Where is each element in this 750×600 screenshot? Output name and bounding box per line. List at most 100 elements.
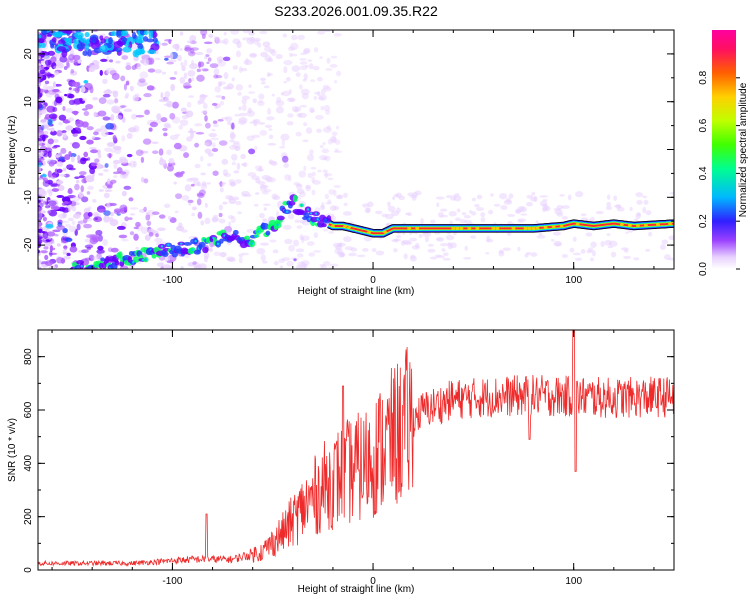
spectrogram-cell xyxy=(459,218,467,224)
spectrogram-cell xyxy=(283,162,289,169)
spectrogram-cell xyxy=(84,43,90,51)
spectrogram-y-tick-label: 0 xyxy=(23,146,34,152)
spectrogram-cell xyxy=(148,30,154,36)
spectrogram-cell xyxy=(180,265,184,269)
spectrogram-cell xyxy=(375,250,385,256)
spectrogram-cell xyxy=(213,74,219,79)
spectrogram-cell xyxy=(219,187,224,193)
spectrogram-cell xyxy=(442,257,451,261)
ridge-hotspot xyxy=(495,227,500,230)
spectrogram-cell xyxy=(313,47,319,53)
spectrogram-cell xyxy=(288,89,293,94)
spectrogram-cell xyxy=(440,208,448,212)
spectrogram-cell xyxy=(186,40,193,44)
spectrogram-cell xyxy=(38,214,43,222)
spectrogram-cell xyxy=(68,225,77,233)
spectrogram-cell xyxy=(228,198,237,205)
spectrogram-cell xyxy=(78,175,85,179)
spectrogram-cell xyxy=(325,201,332,205)
spectrogram-cell xyxy=(204,148,212,154)
ridge-cell xyxy=(288,200,296,206)
spectrogram-cell xyxy=(313,250,322,253)
spectrogram-cell xyxy=(47,72,51,79)
spectrogram-cell xyxy=(163,132,168,137)
spectrogram-cell xyxy=(300,88,310,96)
spectrogram-cell xyxy=(123,185,132,190)
ridge-core xyxy=(191,248,194,252)
spectrogram-cell xyxy=(659,244,667,251)
spectrogram-cell xyxy=(395,234,402,239)
spectrogram-cell xyxy=(135,48,143,56)
spectrogram-cell xyxy=(334,148,339,153)
spectrogram-cell xyxy=(58,213,67,219)
spectrogram-cell xyxy=(219,100,225,106)
spectrogram-cell xyxy=(221,158,229,165)
spectrogram-cell xyxy=(471,197,477,202)
spectrogram-cell xyxy=(585,232,593,237)
spectrogram-cell xyxy=(218,212,223,218)
spectrogram-cell xyxy=(254,145,258,151)
spectrogram-cell xyxy=(47,200,57,206)
spectrogram-cell xyxy=(332,136,337,144)
spectrogram-cell xyxy=(65,38,72,46)
spectrogram-cell xyxy=(226,256,235,262)
spectrogram-cell xyxy=(50,44,55,49)
spectrogram-y-tick-label: 20 xyxy=(23,48,34,60)
spectrogram-cell xyxy=(320,105,324,111)
spectrogram-cell xyxy=(266,72,271,78)
spectrogram-cell xyxy=(175,193,183,200)
spectrogram-cell xyxy=(212,120,218,124)
spectrogram-cell xyxy=(78,249,87,254)
spectrogram-cell xyxy=(53,71,59,76)
spectrogram-cell xyxy=(38,55,42,60)
spectrogram-cell xyxy=(519,206,528,213)
spectrogram-cell xyxy=(238,120,247,126)
spectrogram-cell xyxy=(317,30,326,35)
snr-frame xyxy=(37,329,675,571)
spectrogram-cell xyxy=(159,241,167,245)
ridge-hotspot xyxy=(643,224,648,227)
spectrogram-cell xyxy=(446,194,452,199)
spectrogram-cell xyxy=(259,30,268,35)
spectrogram-cell xyxy=(445,234,455,241)
spectrogram-cell xyxy=(309,149,314,156)
spectrogram-cell xyxy=(463,257,472,260)
spectrogram-cell xyxy=(204,202,208,208)
spectrogram-cell xyxy=(183,152,190,158)
spectrogram-cell xyxy=(113,163,118,169)
ridge-core xyxy=(160,245,164,248)
spectrogram-cell xyxy=(112,135,117,141)
spectrogram-cell xyxy=(157,227,166,232)
spectrogram-cell xyxy=(272,195,281,201)
spectrogram-cell xyxy=(88,254,95,262)
spectrogram-cell xyxy=(294,106,302,112)
spectrogram-cell xyxy=(110,90,119,95)
spectrogram-cell xyxy=(155,233,159,238)
spectrogram-cell xyxy=(70,156,75,163)
spectrogram-cell xyxy=(290,42,299,50)
spectrogram-cell xyxy=(106,153,113,158)
spectrogram-cell xyxy=(38,138,44,141)
spectrogram-cell xyxy=(275,100,285,107)
spectrogram-cell xyxy=(259,129,268,136)
spectrogram-cell xyxy=(76,223,81,231)
spectrogram-cell xyxy=(270,49,277,57)
spectrogram-cell xyxy=(620,247,629,251)
spectrogram-cell xyxy=(301,236,305,244)
spectrogram-cell xyxy=(64,93,68,97)
ridge-hotspot xyxy=(330,224,335,228)
spectrogram-cell xyxy=(590,241,597,248)
ridge-core xyxy=(93,271,95,273)
spectrogram-cell xyxy=(58,184,65,191)
spectrogram-cell xyxy=(392,238,402,242)
spectrogram-cell xyxy=(181,194,190,201)
spectrogram-cell xyxy=(396,207,401,214)
spectrogram-cell xyxy=(86,139,94,145)
spectrogram-cell xyxy=(90,162,98,167)
spectrogram-cell xyxy=(296,253,304,258)
spectrogram-cell xyxy=(645,248,651,252)
spectrogram-cell xyxy=(178,222,183,229)
ridge-core xyxy=(276,223,279,227)
spectrogram-cell xyxy=(248,148,256,155)
spectrogram-cell xyxy=(68,87,72,91)
